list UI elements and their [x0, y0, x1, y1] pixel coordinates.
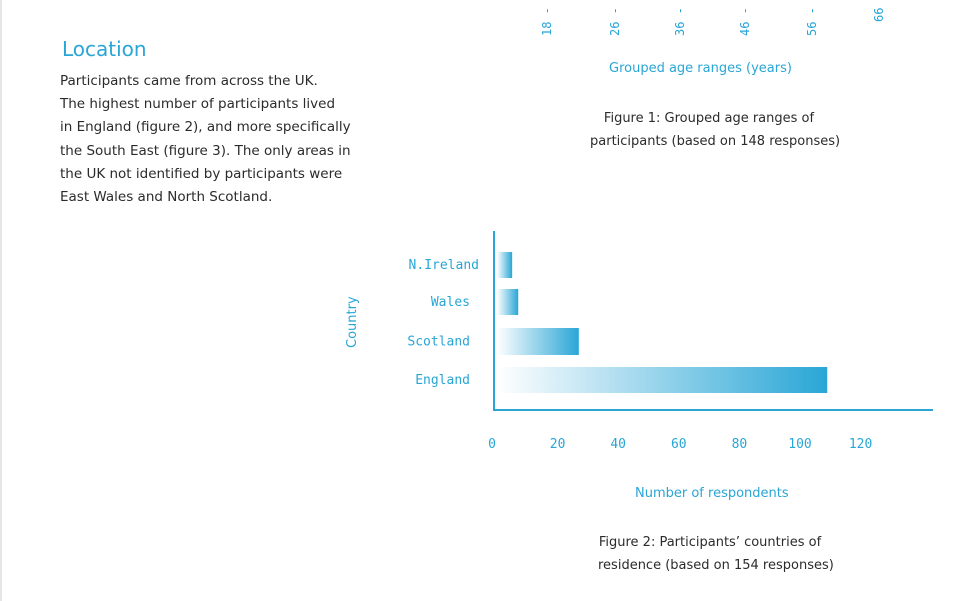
category-label: Scotland [407, 335, 470, 350]
paragraph-line: the South East (figure 3). The only area… [60, 142, 351, 159]
paragraph-line: Participants came from across the UK. [60, 73, 318, 89]
caption-line: participants (based on 148 responses) [590, 134, 841, 149]
caption-line: residence (based on 154 responses) [598, 558, 834, 573]
caption-line: Figure 2: Participants’ countries of [598, 535, 822, 550]
figure2-caption: Figure 2: Participants’ countries of res… [598, 531, 834, 577]
x-tick-label: 100 [788, 437, 811, 452]
x-tick-label: 60 [671, 437, 687, 452]
figure1-x-axis-title: Grouped age ranges (years) [609, 61, 792, 76]
bar-nireland [497, 252, 513, 278]
x-tick-label: 80 [732, 437, 748, 452]
paragraph-line: in England (figure 2), and more specific… [60, 119, 351, 136]
x-tick-label: 40 [610, 437, 626, 452]
x-axis-title: Number of respondents [635, 486, 789, 501]
section-heading: Location [62, 36, 147, 61]
x-tick-label: 120 [849, 437, 872, 452]
category-label: Wales [431, 295, 470, 310]
category-label: N.Ireland [409, 258, 479, 273]
paragraph-line: The highest number of participants lived [60, 96, 336, 113]
bar-scotland [497, 328, 579, 355]
caption-line: Figure 1: Grouped age ranges of [603, 111, 815, 126]
category-label: England [415, 373, 470, 388]
x-tick-label: 0 [488, 437, 496, 452]
bar-wales [497, 289, 519, 315]
x-tick-label: 20 [550, 437, 566, 452]
paragraph-line: the UK not identified by participants we… [60, 165, 343, 182]
figure1-caption: Figure 1: Grouped age ranges of particip… [590, 107, 841, 153]
paragraph-line: East Wales and North Scotland. [60, 189, 273, 206]
location-paragraph: Participants came from across the UK. Th… [60, 70, 351, 209]
bar-england [497, 367, 828, 393]
page-left-border [0, 0, 2, 601]
